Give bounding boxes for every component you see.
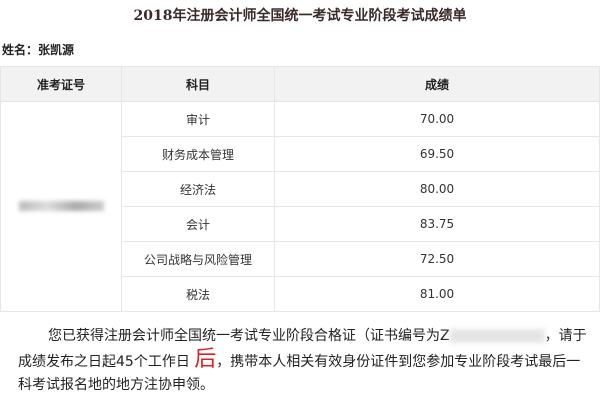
header-subject: 科目: [121, 66, 275, 102]
table-row: 审计 70.00: [0, 101, 600, 312]
notice-part3: ，携带本人相关有效身份证件到您参加专业阶段考试最后一科考试报名地的地方注协申领。: [18, 354, 581, 393]
header-exam-id: 准考证号: [0, 66, 122, 102]
table-row: 公司战略与风险管理 72.50: [1, 241, 600, 277]
score-cell: 80.00: [274, 171, 600, 207]
subject-cell: 经济法: [121, 171, 275, 207]
table-row: 税法 81.00: [1, 276, 600, 312]
redacted-exam-id: [18, 200, 104, 211]
score-cell: 83.75: [274, 206, 600, 242]
score-cell: 70.00: [274, 101, 600, 137]
score-table: 准考证号 科目 成绩 审计 70.00 财务成本管理 69.50 经济法 80.00…: [0, 66, 600, 312]
table-row: 会计 83.75: [1, 206, 600, 242]
subject-cell: 会计: [121, 206, 275, 242]
subject-cell: 审计: [121, 101, 275, 137]
redacted-certificate-number: [449, 329, 545, 343]
header-score: 成绩: [274, 66, 600, 102]
candidate-name: 姓名：张凯源: [2, 43, 75, 57]
score-cell: 72.50: [274, 241, 600, 277]
notice-part1: 您已获得注册会计师全国统一考试专业阶段合格证（证书编号为Z: [48, 328, 450, 344]
page-title: 2018年注册会计师全国统一考试专业阶段考试成绩单: [133, 8, 467, 24]
score-cell: 69.50: [274, 136, 600, 172]
notice-part2: ，请于成绩发布之日起45个工作日: [18, 328, 587, 370]
table-header: 准考证号 科目 成绩: [0, 66, 600, 102]
certificate-notice: 您已获得注册会计师全国统一考试专业阶段合格证（证书编号为Z ，请于成绩发布之日起4…: [18, 325, 588, 397]
table-row: 经济法 80.00: [1, 171, 600, 207]
subject-cell: 财务成本管理: [121, 136, 275, 172]
notice-highlight: 后: [194, 347, 217, 372]
subject-cell: 税法: [121, 276, 275, 312]
exam-id-cell: [0, 101, 122, 312]
subject-cell: 公司战略与风险管理: [121, 241, 275, 277]
score-cell: 81.00: [274, 276, 600, 312]
table-row: 财务成本管理 69.50: [1, 136, 600, 172]
